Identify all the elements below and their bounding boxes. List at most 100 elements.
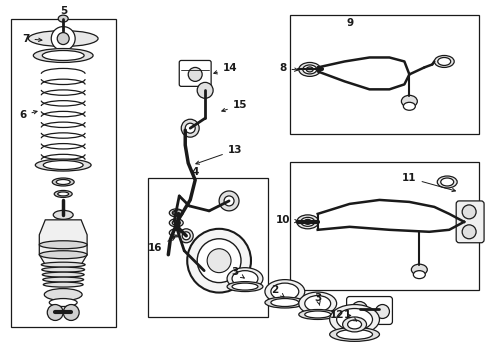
Text: 12: 12	[329, 310, 351, 320]
Ellipse shape	[330, 328, 379, 341]
Ellipse shape	[304, 219, 311, 224]
Text: 4: 4	[192, 167, 199, 177]
Ellipse shape	[434, 55, 454, 67]
Circle shape	[188, 67, 202, 81]
FancyBboxPatch shape	[179, 60, 211, 86]
Ellipse shape	[42, 50, 84, 60]
Ellipse shape	[330, 305, 379, 334]
Text: 13: 13	[196, 145, 242, 164]
Circle shape	[187, 229, 251, 293]
Ellipse shape	[169, 229, 183, 237]
Ellipse shape	[33, 49, 93, 62]
Polygon shape	[39, 220, 87, 265]
Ellipse shape	[39, 241, 87, 249]
Ellipse shape	[301, 217, 315, 226]
Circle shape	[219, 191, 239, 211]
Ellipse shape	[297, 215, 318, 229]
Ellipse shape	[337, 309, 372, 330]
Ellipse shape	[305, 296, 331, 311]
Ellipse shape	[299, 310, 337, 319]
Ellipse shape	[232, 283, 258, 290]
Circle shape	[181, 119, 199, 137]
Ellipse shape	[172, 220, 180, 225]
Ellipse shape	[43, 277, 84, 282]
Ellipse shape	[337, 329, 372, 339]
Ellipse shape	[437, 176, 457, 188]
Text: 9: 9	[346, 18, 353, 28]
Text: 7: 7	[22, 33, 42, 44]
Text: 8: 8	[279, 63, 298, 73]
Ellipse shape	[28, 31, 98, 46]
Text: 6: 6	[19, 110, 37, 120]
Bar	[148, 178, 268, 318]
Ellipse shape	[299, 62, 321, 76]
Ellipse shape	[441, 178, 454, 186]
Ellipse shape	[54, 190, 72, 197]
Text: 16: 16	[148, 238, 175, 253]
Circle shape	[207, 249, 231, 273]
Text: 14: 14	[214, 63, 237, 74]
Ellipse shape	[438, 58, 451, 66]
Ellipse shape	[412, 264, 427, 275]
Ellipse shape	[265, 297, 305, 308]
Ellipse shape	[227, 282, 263, 292]
Ellipse shape	[271, 283, 299, 300]
Ellipse shape	[58, 15, 68, 22]
Bar	[290, 162, 479, 289]
Ellipse shape	[299, 292, 337, 315]
Circle shape	[462, 225, 476, 239]
Ellipse shape	[39, 251, 87, 259]
Circle shape	[462, 205, 476, 219]
Ellipse shape	[52, 178, 74, 186]
Circle shape	[197, 239, 241, 283]
Ellipse shape	[305, 311, 331, 318]
Text: 5: 5	[60, 6, 67, 15]
Ellipse shape	[43, 282, 83, 287]
Ellipse shape	[43, 161, 83, 170]
Bar	[11, 19, 116, 328]
FancyBboxPatch shape	[346, 297, 392, 324]
Ellipse shape	[172, 230, 180, 235]
Text: 1: 1	[344, 310, 357, 321]
Ellipse shape	[42, 267, 85, 272]
Circle shape	[185, 123, 195, 133]
Ellipse shape	[56, 180, 70, 184]
Circle shape	[375, 305, 390, 319]
Ellipse shape	[42, 272, 84, 277]
Text: 11: 11	[402, 173, 455, 192]
Ellipse shape	[35, 159, 91, 171]
Circle shape	[47, 305, 63, 320]
Ellipse shape	[169, 219, 183, 227]
Ellipse shape	[169, 209, 183, 217]
Ellipse shape	[265, 280, 305, 303]
Circle shape	[224, 196, 234, 206]
Circle shape	[352, 302, 368, 318]
Circle shape	[57, 32, 69, 45]
Ellipse shape	[44, 289, 82, 301]
Ellipse shape	[41, 262, 85, 267]
Ellipse shape	[343, 317, 367, 332]
Text: 3: 3	[231, 267, 244, 278]
Ellipse shape	[172, 210, 180, 215]
Circle shape	[197, 82, 213, 98]
Ellipse shape	[414, 271, 425, 279]
Circle shape	[63, 305, 79, 320]
Text: 10: 10	[275, 215, 298, 225]
Text: 15: 15	[222, 100, 247, 112]
Bar	[290, 15, 479, 134]
Ellipse shape	[303, 65, 317, 74]
Circle shape	[179, 229, 193, 243]
Text: 3: 3	[314, 293, 321, 305]
FancyBboxPatch shape	[456, 201, 484, 243]
Ellipse shape	[49, 298, 77, 306]
Ellipse shape	[53, 210, 73, 219]
Ellipse shape	[347, 320, 362, 329]
Circle shape	[51, 27, 75, 50]
Ellipse shape	[232, 271, 258, 287]
Ellipse shape	[401, 95, 417, 107]
Ellipse shape	[227, 268, 263, 289]
Ellipse shape	[174, 210, 183, 216]
Ellipse shape	[271, 298, 299, 306]
Ellipse shape	[58, 192, 69, 196]
Ellipse shape	[403, 102, 416, 110]
